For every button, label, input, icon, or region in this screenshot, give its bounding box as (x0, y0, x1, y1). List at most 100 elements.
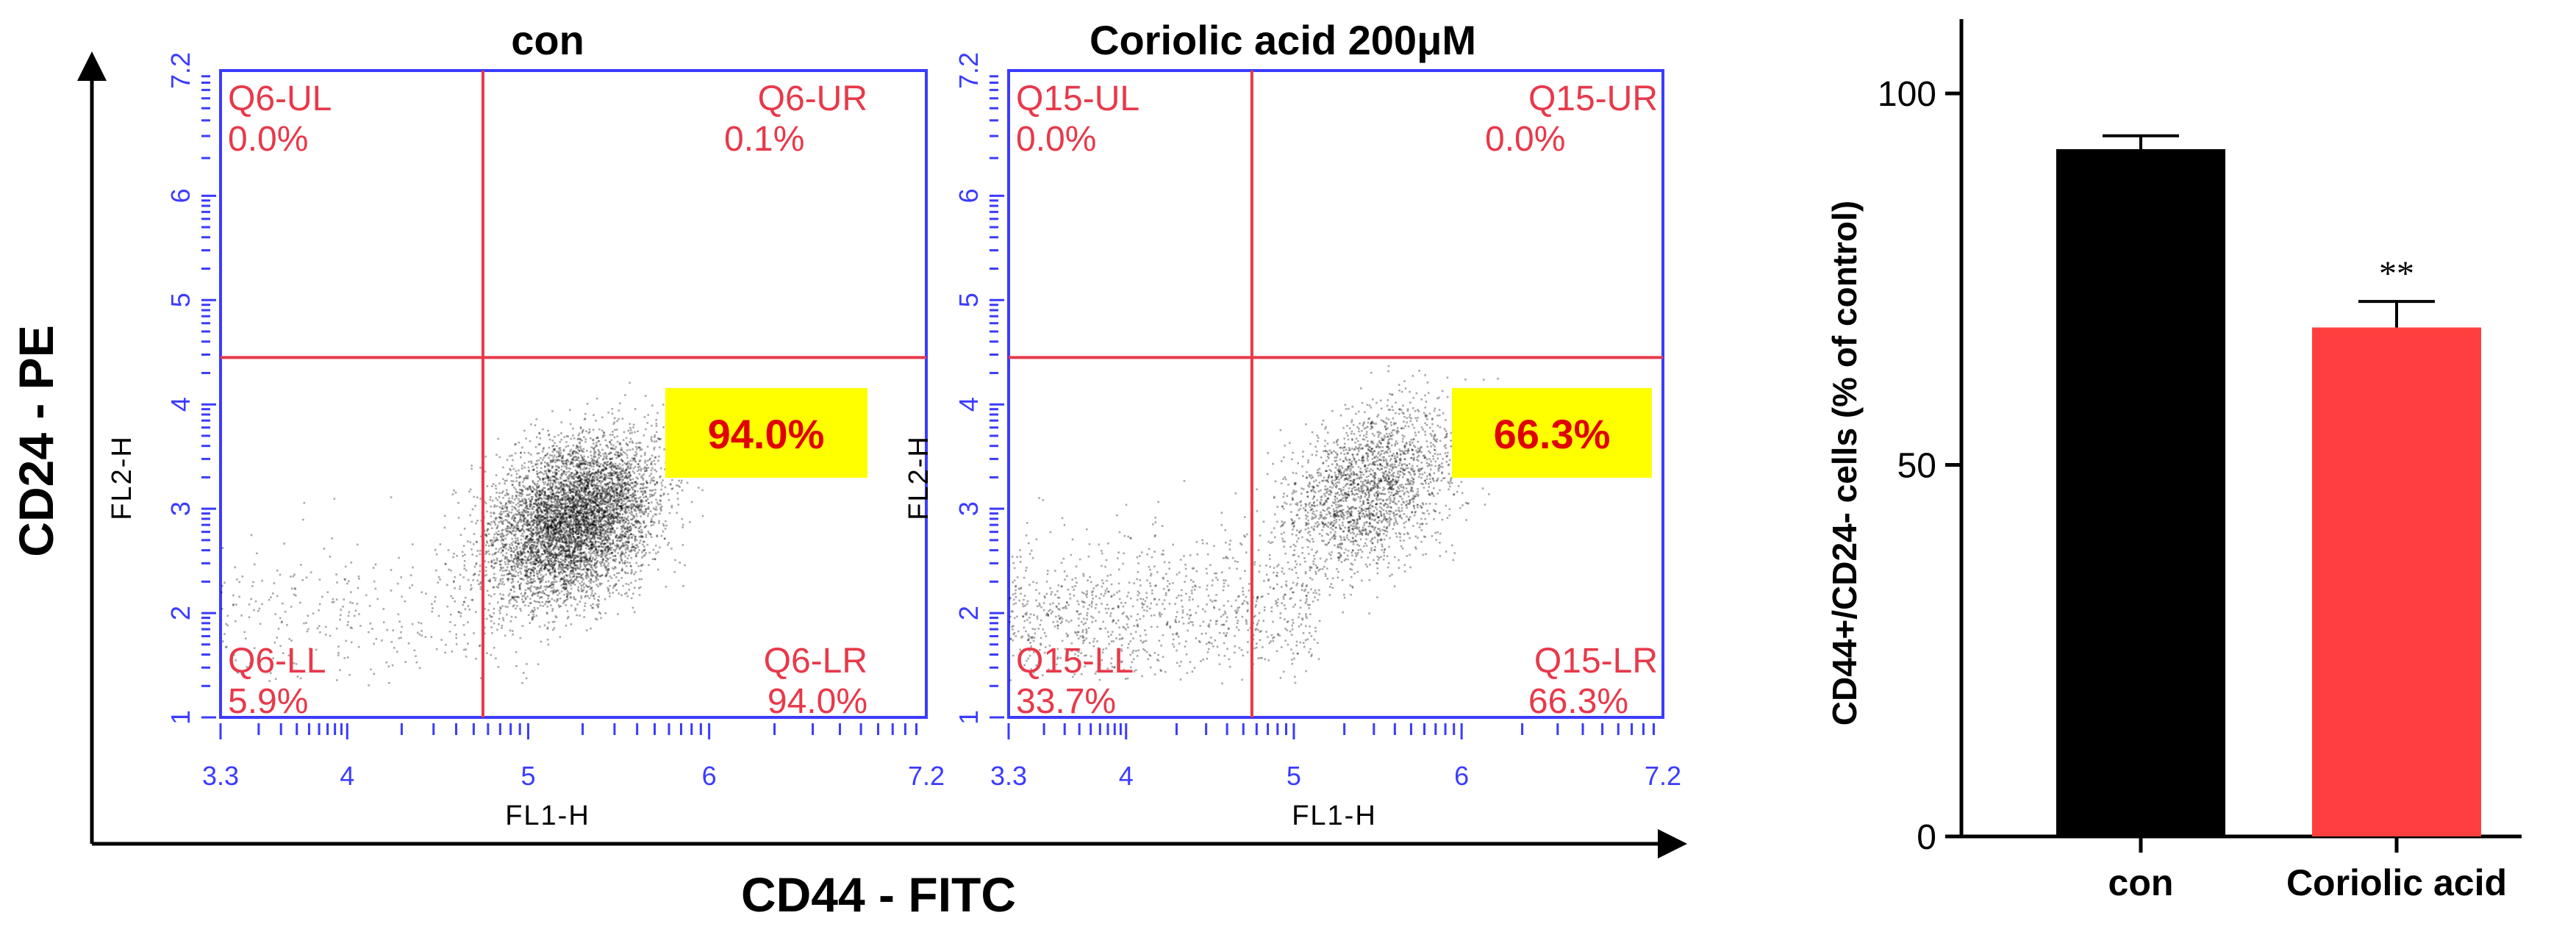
event-dot (517, 553, 520, 556)
event-dot (536, 483, 539, 485)
event-dot (570, 539, 573, 541)
event-dot (567, 504, 569, 507)
event-dot (568, 534, 570, 537)
event-dot (501, 533, 504, 536)
event-dot (554, 553, 557, 556)
event-dot (569, 423, 572, 426)
event-dot (616, 495, 618, 497)
event-dot (559, 513, 561, 515)
event-dot (511, 537, 513, 540)
event-dot (570, 477, 573, 480)
event-dot (607, 518, 609, 520)
event-dot (545, 547, 548, 550)
event-dot (454, 601, 456, 603)
event-dot (592, 472, 594, 475)
event-dot (524, 537, 526, 540)
event-dot (546, 551, 548, 553)
event-dot (596, 509, 598, 512)
event-dot (557, 488, 559, 490)
event-dot (619, 537, 622, 539)
event-dot (543, 502, 546, 504)
event-dot (587, 524, 590, 527)
event-dot (520, 573, 523, 575)
event-dot (568, 542, 570, 545)
event-dot (557, 533, 560, 536)
event-dot (538, 516, 541, 519)
event-dot (538, 535, 541, 537)
event-dot (547, 479, 550, 482)
event-dot (649, 533, 652, 536)
event-dot (641, 512, 643, 514)
event-dot (577, 524, 579, 527)
event-dot (591, 545, 594, 548)
event-dot (612, 540, 615, 542)
event-dot (530, 511, 532, 514)
event-dot (597, 512, 600, 514)
event-dot (568, 554, 570, 556)
event-dot (570, 541, 573, 544)
event-dot (511, 517, 513, 520)
event-dot (537, 561, 540, 563)
event-dot (570, 509, 573, 512)
event-dot (565, 587, 567, 590)
event-dot (597, 537, 599, 540)
event-dot (569, 508, 571, 510)
event-dot (612, 523, 615, 525)
event-dot (523, 515, 525, 517)
event-dot (595, 584, 598, 586)
event-dot (570, 604, 573, 607)
event-dot (573, 509, 576, 511)
event-dot (626, 449, 629, 451)
event-dot (607, 548, 610, 551)
event-dot (529, 528, 532, 530)
event-dot (612, 587, 615, 589)
event-dot (630, 510, 633, 512)
event-dot (553, 559, 556, 562)
event-dot (618, 505, 620, 508)
event-dot (634, 535, 637, 538)
event-dot (626, 506, 628, 509)
event-dot (586, 508, 589, 511)
event-dot (544, 492, 546, 495)
event-dot (540, 537, 543, 540)
event-dot (556, 491, 558, 494)
event-dot (564, 513, 567, 516)
event-dot (576, 547, 579, 549)
event-dot (517, 542, 519, 545)
event-dot (565, 506, 568, 508)
event-dot (523, 511, 526, 513)
event-dot (555, 556, 557, 559)
event-dot (489, 498, 491, 501)
event-dot (568, 591, 570, 594)
event-dot (643, 466, 646, 469)
event-dot (609, 434, 612, 436)
event-dot (579, 478, 582, 481)
event-dot (536, 452, 539, 455)
event-dot (585, 484, 588, 487)
event-dot (583, 531, 585, 533)
event-dot (504, 634, 507, 637)
event-dot (610, 448, 612, 450)
event-dot (604, 550, 607, 552)
event-dot (591, 520, 593, 523)
event-dot (512, 514, 515, 517)
event-dot (573, 536, 575, 538)
event-dot (623, 477, 626, 479)
event-dot (565, 459, 567, 462)
event-dot (573, 554, 575, 557)
event-dot (536, 517, 539, 520)
event-dot (584, 557, 587, 559)
event-dot (570, 566, 573, 569)
event-dot (653, 459, 656, 462)
event-dot (632, 492, 634, 495)
event-dot (590, 484, 593, 487)
event-dot (576, 580, 579, 583)
event-dot (604, 503, 606, 505)
event-dot (559, 506, 562, 509)
event-dot (572, 533, 575, 535)
event-dot (547, 542, 550, 545)
event-dot (540, 567, 543, 570)
event-dot (559, 454, 562, 456)
event-dot (626, 462, 629, 465)
event-dot (578, 432, 581, 435)
